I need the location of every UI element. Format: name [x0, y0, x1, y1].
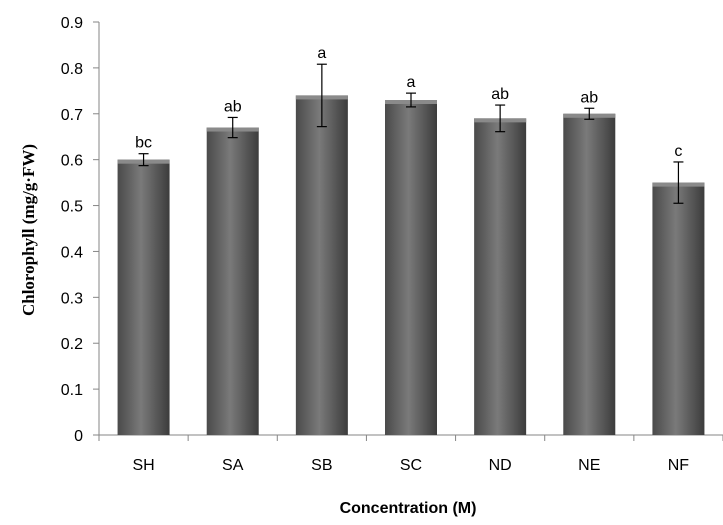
y-tick-label: 0.4: [61, 244, 83, 261]
y-tick-label: 0: [74, 428, 83, 445]
bar: [563, 113, 616, 436]
y-axis-title: Chlorophyll (mg/g·FW): [19, 144, 38, 316]
significance-label: a: [317, 45, 326, 62]
bar: [474, 118, 527, 435]
x-tick-label: NE: [578, 457, 600, 474]
significance-label: a: [407, 74, 416, 91]
bar: [652, 182, 705, 435]
y-tick-label: 0.3: [61, 290, 83, 307]
x-tick-label: SB: [311, 457, 332, 474]
significance-label: ab: [224, 98, 242, 115]
y-tick-label: 0.1: [61, 382, 83, 399]
error-bars: [138, 63, 684, 204]
significance-label: c: [674, 143, 682, 160]
y-tick-label: 0.2: [61, 336, 83, 353]
x-tick-label: SC: [400, 457, 422, 474]
significance-label: bc: [135, 135, 152, 152]
bar: [206, 127, 259, 436]
bar: [385, 100, 437, 435]
y-tick-label: 0.7: [61, 107, 83, 124]
bar: [295, 95, 348, 435]
x-tick-label: SH: [132, 457, 154, 474]
significance-label: ab: [580, 89, 598, 106]
significance-labels: bc ab a a ab ab c: [135, 45, 682, 160]
x-tick-label: NF: [668, 457, 690, 474]
x-axis-title: Concentration (M): [340, 500, 477, 517]
y-tick-label: 0.9: [61, 15, 83, 32]
x-tick-label: ND: [489, 457, 512, 474]
significance-label: ab: [491, 86, 509, 103]
x-tick-label: SA: [222, 457, 244, 474]
x-axis-ticks: SH SA SB SC ND NE NF: [98, 435, 723, 474]
y-tick-label: 0.5: [61, 199, 83, 216]
bars: [117, 95, 705, 436]
bar: [117, 159, 170, 435]
y-axis-ticks: 0 0.1 0.2 0.3 0.4 0.5 0.6 0.7 0.8 0.9: [61, 15, 99, 445]
y-tick-label: 0.6: [61, 153, 83, 170]
y-tick-label: 0.8: [61, 61, 83, 78]
